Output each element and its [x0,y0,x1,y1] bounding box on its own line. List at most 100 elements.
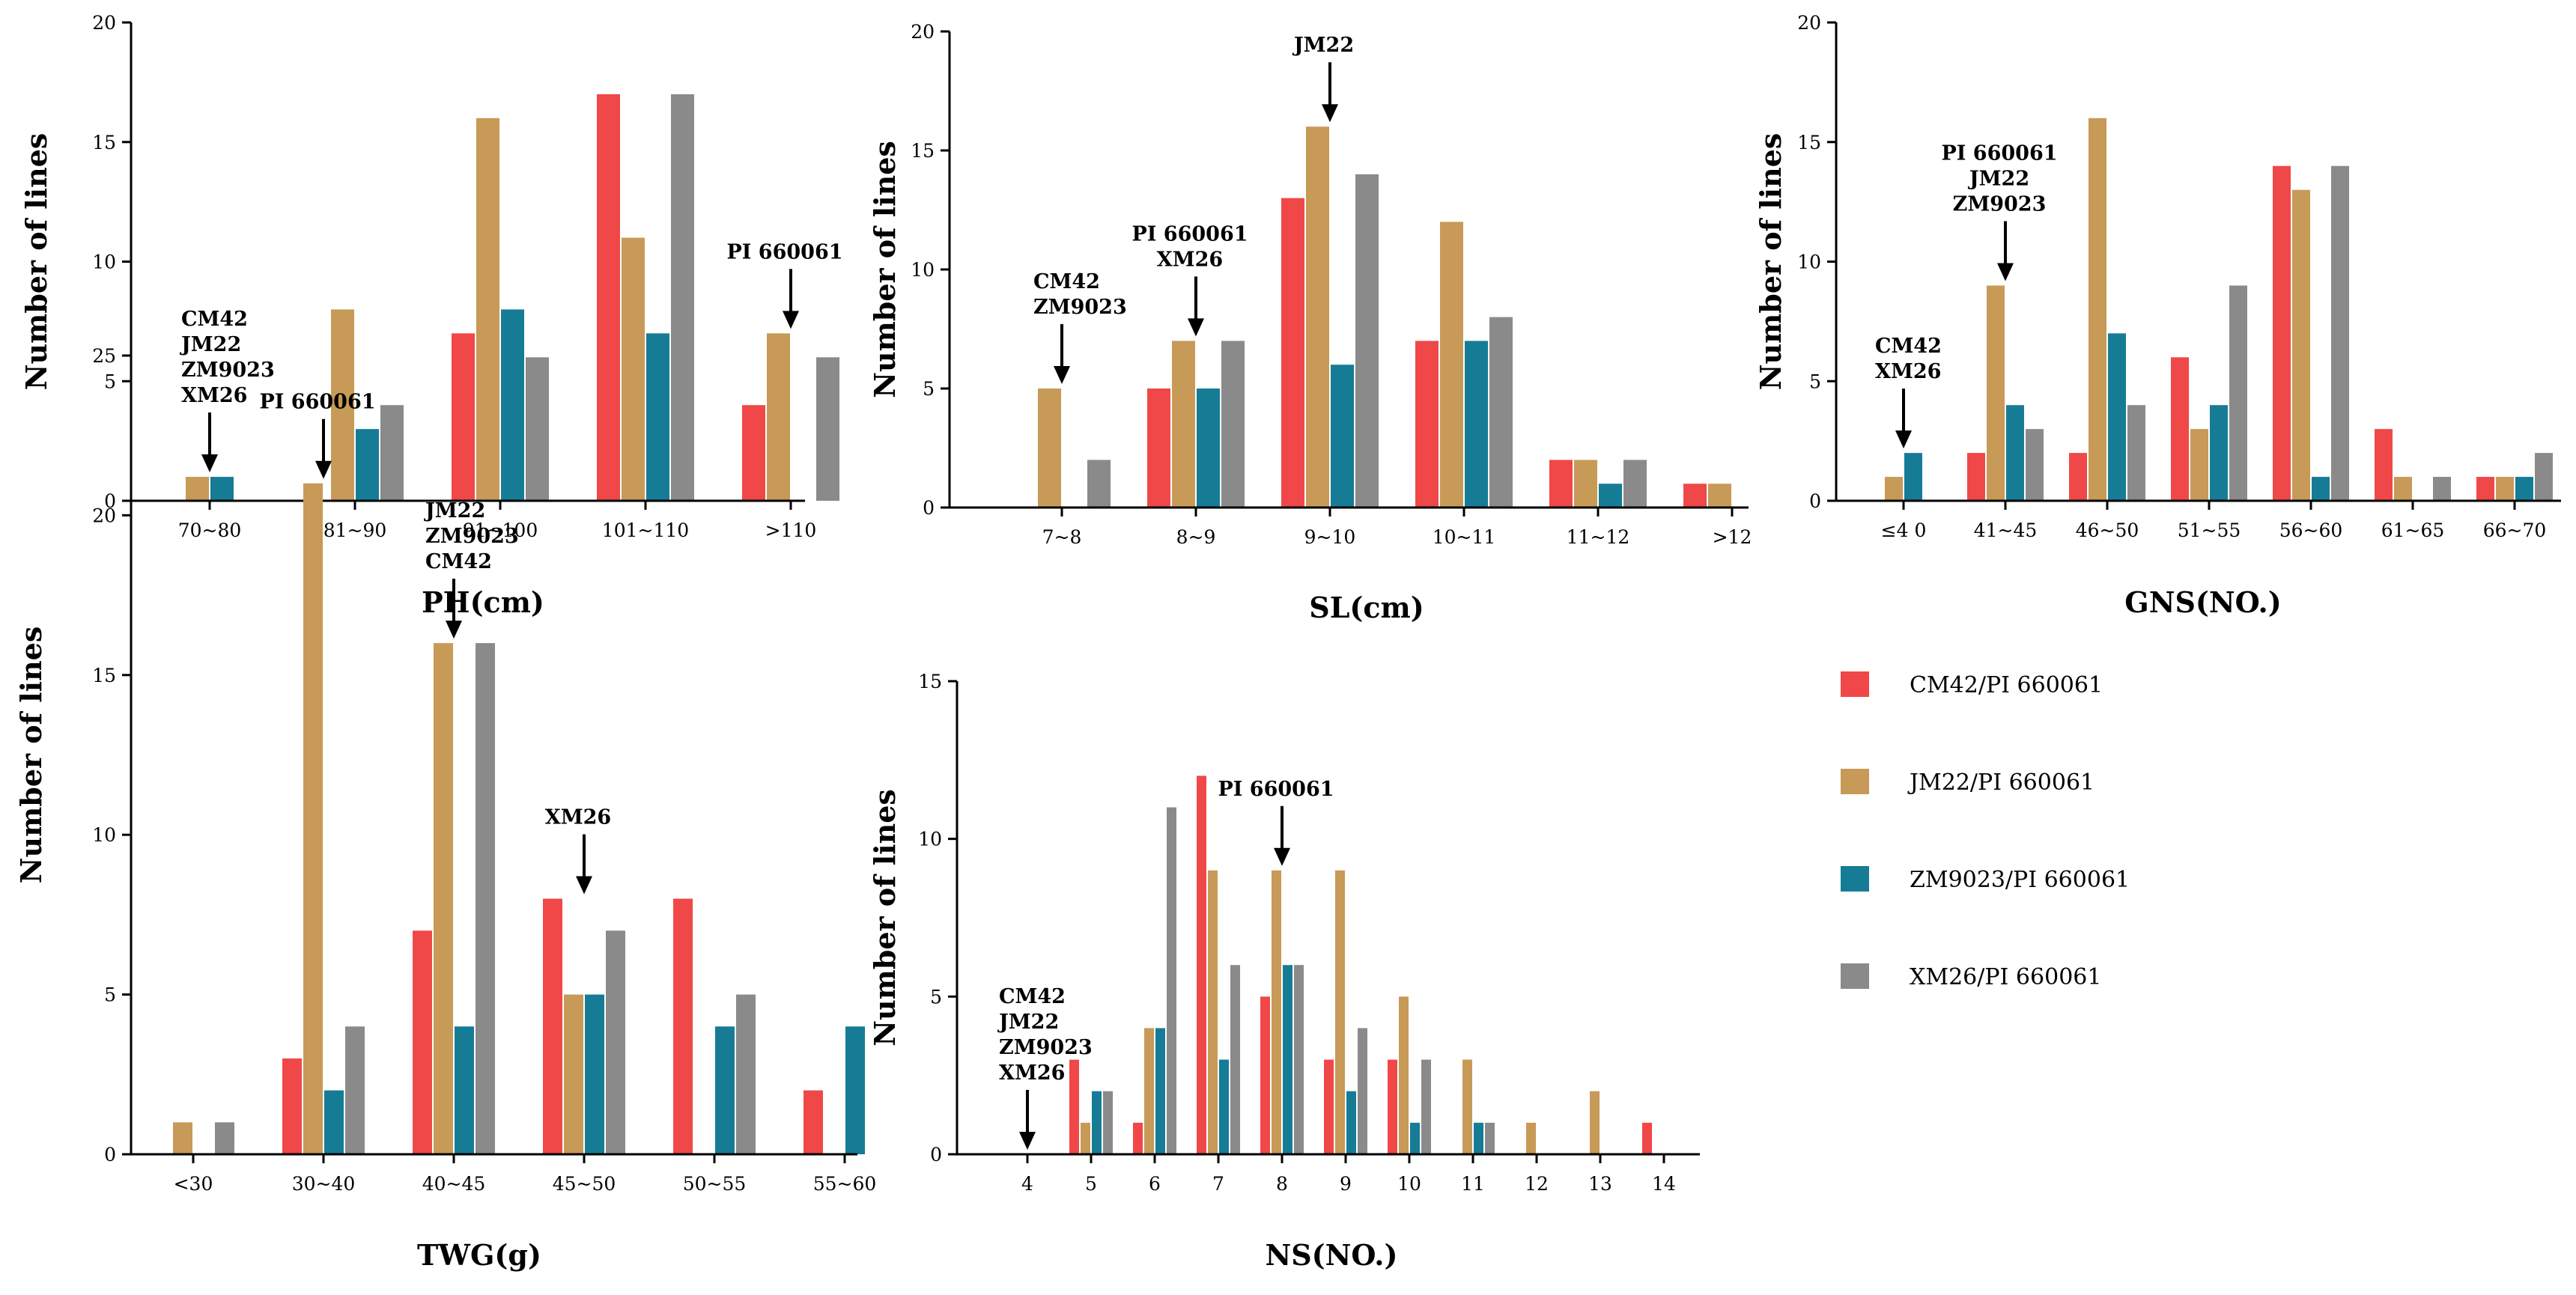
y-tick-label: 5 [104,371,116,392]
bar-gns-zm9023-0 [1904,453,1922,501]
annotation-arrow-head [1997,263,2014,281]
bar-ns-xm26-5 [1358,1028,1367,1154]
y-tick-label: 15 [918,671,942,692]
chart-sl: 0 5 10 15 20 7~8 8~9 9~10 10~11 11~12 >12 SL(cm) Num… [868,21,1752,624]
chart-ns: 0 5 10 15 4 5 6 7 8 9 10 11 12 13 14 NS(NO.) Number of l… [868,671,1700,1272]
bar-ns-xm26-7 [1485,1122,1495,1154]
bar-gns-zm9023-1 [2006,405,2024,501]
bar-gns-cm42-3 [2171,357,2189,501]
bar-ns-zm9023-3 [1219,1059,1229,1154]
y-tick-label: 15 [911,140,935,162]
x-tick-label: 10 [1397,1173,1421,1195]
bar-gns-jm22-2 [2089,118,2106,502]
y-tick-label: 5 [104,984,116,1006]
annotation-twg-3: XM26 [545,806,611,895]
bar-sl-jm22-2 [1306,127,1329,508]
legend-swatch-2 [1841,866,1869,892]
y-tick-label: 10 [92,824,116,846]
annotation-label: CM42 [999,985,1066,1008]
y-tick-label: 20 [92,12,116,34]
x-tick-label: 101~110 [602,519,689,541]
annotation-arrow-head [1019,1132,1036,1150]
bar-gns-cm42-2 [2069,453,2087,501]
y-tick-label: 10 [918,829,942,850]
annotation-arrow-head [201,454,218,473]
x-tick-label: 7 [1212,1173,1224,1195]
bar-ns-zm9023-6 [1410,1122,1420,1154]
bar-ns-jm22-7 [1462,1059,1472,1154]
bar-ph-zm9023-2 [501,309,524,501]
x-tick-label: 4 [1021,1173,1033,1195]
bar-ph-xm26-3 [671,94,694,502]
x-axis-title: NS(NO.) [1266,1238,1398,1272]
bar-sl-cm42-3 [1415,341,1439,508]
bar-sl-zm9023-2 [1331,365,1354,508]
bar-ns-xm26-4 [1294,965,1304,1154]
y-axis-title: Number of lines [868,789,902,1046]
y-tick-label: 5 [930,986,942,1008]
x-tick-label: <30 [174,1173,213,1195]
bar-ns-xm26-6 [1421,1059,1431,1154]
annotation-label: PI 660061 [259,391,375,414]
bar-ph-cm42-3 [597,94,620,502]
bar-ph-jm22-1 [331,309,354,501]
y-tick-label: 0 [104,1144,116,1166]
x-tick-label: >12 [1713,526,1752,548]
bar-ns-xm26-3 [1230,965,1240,1154]
bar-sl-cm42-2 [1281,198,1304,508]
legend-label-2: ZM9023/PI 660061 [1910,867,2130,893]
x-axis-title: GNS(NO.) [2124,585,2281,619]
bar-twg-zm9023-5 [845,1026,865,1154]
bar-ph-jm22-3 [622,237,645,501]
bar-ph-xm26-4 [816,357,839,501]
bar-twg-zm9023-3 [585,994,604,1154]
annotation-label: CM42 [181,308,248,331]
x-tick-label: 30~40 [292,1173,356,1195]
x-tick-label: 91~100 [463,519,538,541]
annotation-label: CM42 [425,550,492,573]
x-tick-label: 6 [1149,1173,1161,1195]
x-tick-label: 13 [1588,1173,1612,1195]
x-axis-title: TWG(g) [417,1238,541,1272]
x-axis-title: SL(cm) [1309,591,1424,624]
bar-gns-xm26-5 [2433,477,2451,501]
y-tick-label: 5 [923,378,935,400]
bar-ns-cm42-3 [1197,776,1206,1154]
bar-twg-xm26-3 [606,930,625,1154]
annotation-label: JM22 [1292,34,1354,57]
x-tick-label: 70~80 [178,519,242,541]
bar-sl-jm22-3 [1440,222,1463,508]
x-tick-label: 41~45 [1974,519,2038,541]
bar-sl-xm26-3 [1489,317,1513,508]
bar-sl-cm42-5 [1683,484,1707,508]
bar-ns-zm9023-2 [1155,1028,1165,1154]
annotation-label: JM22 [997,1011,1059,1034]
annotation-twg-1: PI 660061 [259,391,376,479]
annotation-label: XM26 [545,806,611,829]
bar-gns-zm9023-2 [2108,333,2126,501]
annotation-arrow-head [1274,847,1290,866]
x-tick-label: 14 [1652,1173,1676,1195]
bar-twg-xm26-0 [215,1122,234,1154]
bar-ph-jm22-2 [476,118,499,502]
y-tick-label: 0 [1809,490,1821,512]
bar-ph-zm9023-3 [646,333,669,501]
y-tick-label: 15 [92,665,116,686]
annotation-label: PI 660061 [1941,141,2057,165]
annotation-label: ZM9023 [1953,192,2047,216]
y-axis-title: Number of lines [14,627,48,884]
bar-ph-xm26-1 [380,405,404,501]
bar-sl-jm22-5 [1708,484,1731,508]
x-tick-label: 8 [1276,1173,1288,1195]
annotation-sl-2: JM22 [1292,34,1354,123]
legend-label-1: JM22/PI 660061 [1907,770,2094,796]
bar-ph-zm9023-0 [210,477,234,501]
annotation-label: XM26 [181,384,247,407]
bar-gns-xm26-3 [2229,285,2247,501]
annotation-label: XM26 [1875,360,1941,383]
annotation-label: JM22 [180,333,241,356]
annotation-label: ZM9023 [999,1036,1093,1059]
